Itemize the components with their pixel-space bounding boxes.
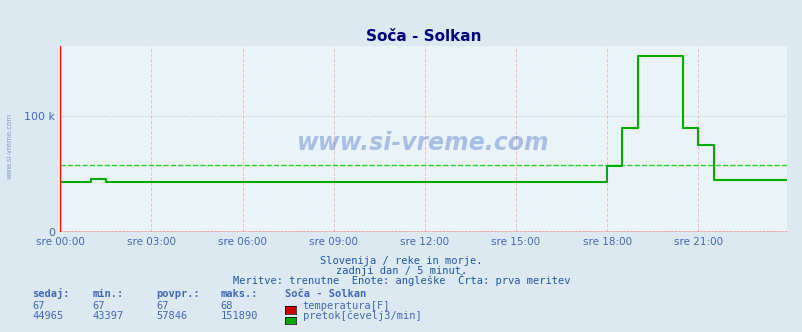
Text: Meritve: trenutne  Enote: angleške  Črta: prva meritev: Meritve: trenutne Enote: angleške Črta: …: [233, 274, 569, 286]
Text: 67: 67: [92, 301, 105, 311]
Text: 67: 67: [32, 301, 45, 311]
Text: 67: 67: [156, 301, 169, 311]
Text: pretok[čevelj3/min]: pretok[čevelj3/min]: [302, 311, 421, 321]
Text: 43397: 43397: [92, 311, 124, 321]
Title: Soča - Solkan: Soča - Solkan: [366, 29, 480, 44]
Text: Soča - Solkan: Soča - Solkan: [285, 289, 366, 299]
Text: www.si-vreme.com: www.si-vreme.com: [6, 113, 12, 179]
Text: 57846: 57846: [156, 311, 188, 321]
Text: povpr.:: povpr.:: [156, 289, 200, 299]
Text: 151890: 151890: [221, 311, 258, 321]
Text: min.:: min.:: [92, 289, 124, 299]
Text: 44965: 44965: [32, 311, 63, 321]
Text: sedaj:: sedaj:: [32, 288, 70, 299]
Text: Slovenija / reke in morje.: Slovenija / reke in morje.: [320, 256, 482, 266]
Text: maks.:: maks.:: [221, 289, 258, 299]
Text: temperatura[F]: temperatura[F]: [302, 301, 390, 311]
Text: zadnji dan / 5 minut.: zadnji dan / 5 minut.: [335, 266, 467, 276]
Text: 68: 68: [221, 301, 233, 311]
Text: www.si-vreme.com: www.si-vreme.com: [297, 131, 549, 155]
